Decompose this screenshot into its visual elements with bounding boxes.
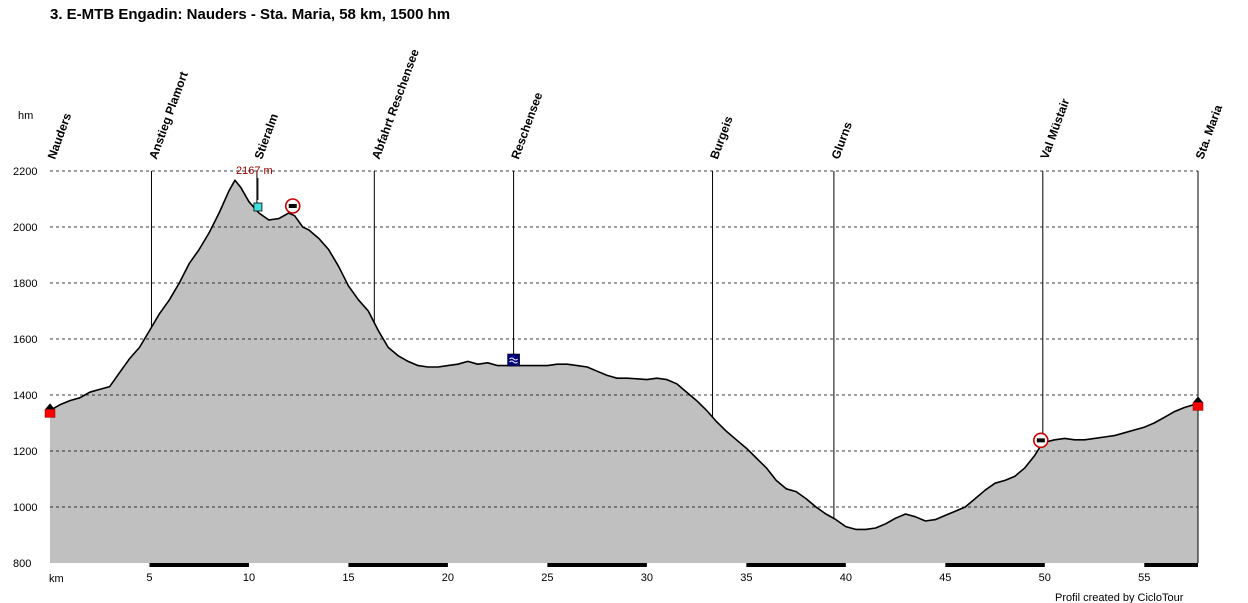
waypoint-label: Val Müstair	[1037, 96, 1072, 161]
scale-bar-segment	[1144, 563, 1198, 567]
road-sign-symbol	[288, 204, 297, 208]
x-tick-label: 55	[1138, 572, 1150, 584]
x-tick-label: 10	[243, 572, 255, 584]
scale-bar-segment	[547, 563, 647, 567]
x-tick-label: 35	[740, 572, 752, 584]
lake-icon	[507, 353, 520, 367]
waypoint-label: Nauders	[45, 111, 75, 161]
waypoint-label: Sta. Maria	[1193, 103, 1226, 161]
x-axis-label: km	[49, 573, 64, 585]
y-tick-label: 2200	[13, 166, 37, 178]
waypoint-label: Stieralm	[252, 112, 281, 161]
elevation-line	[49, 179, 1199, 531]
x-tick-label: 25	[541, 572, 553, 584]
start-end-flag-icon	[1192, 402, 1204, 411]
start-end-flag-icon	[44, 409, 56, 418]
road-sign-symbol	[1036, 438, 1045, 443]
y-tick-labels: 800 1000 1200 1400 1600 1800 2000 2200	[13, 166, 37, 570]
marker-arrow-icon	[45, 403, 55, 410]
y-tick-label: 800	[13, 558, 31, 570]
waypoint-label: Reschensee	[508, 90, 545, 161]
scale-bar-segment	[149, 563, 249, 567]
x-tick-label: 20	[442, 572, 454, 584]
grid-lines	[50, 170, 1198, 508]
elevation-area	[49, 179, 1199, 563]
y-tick-label: 2000	[13, 222, 37, 234]
x-tick-label: 5	[146, 572, 152, 584]
lake-wave-icon	[509, 357, 518, 364]
credit-text: Profil created by CicloTour	[1055, 592, 1184, 603]
x-tick-label: 50	[1039, 572, 1051, 584]
x-tick-label: 45	[939, 572, 951, 584]
km-scale-bar	[50, 563, 1198, 567]
chart-title: 3. E-MTB Engadin: Nauders - Sta. Maria, …	[50, 6, 450, 23]
y-tick-label: 1000	[13, 502, 37, 514]
elevation-fill	[50, 180, 1198, 563]
x-tick-label: 30	[641, 572, 653, 584]
waypoint-label: Abfahrt Reschensee	[369, 47, 422, 161]
y-tick-label: 1400	[13, 390, 37, 402]
x-tick-label: 40	[840, 572, 852, 584]
marker-arrow-icon	[1193, 396, 1203, 403]
scale-bar-segment	[945, 563, 1045, 567]
waypoint-label: Anstieg Plamort	[146, 70, 191, 161]
waypoint-label: Burgeis	[707, 114, 736, 161]
y-tick-label: 1600	[13, 334, 37, 346]
map-icons	[44, 178, 1204, 449]
peak-elevation-label: 2167 m	[236, 165, 273, 177]
waypoint-label: Glurns	[829, 120, 855, 161]
hut-icon	[253, 202, 263, 212]
x-tick-labels: 5 10 15 20 25 30 35 40 45 50 55	[146, 572, 1150, 584]
y-tick-label: 1200	[13, 446, 37, 458]
y-axis-label: hm	[18, 110, 33, 122]
scale-bar-segment	[348, 563, 448, 567]
scale-bar-segment	[746, 563, 846, 567]
y-tick-label: 1800	[13, 278, 37, 290]
x-tick-label: 15	[342, 572, 354, 584]
